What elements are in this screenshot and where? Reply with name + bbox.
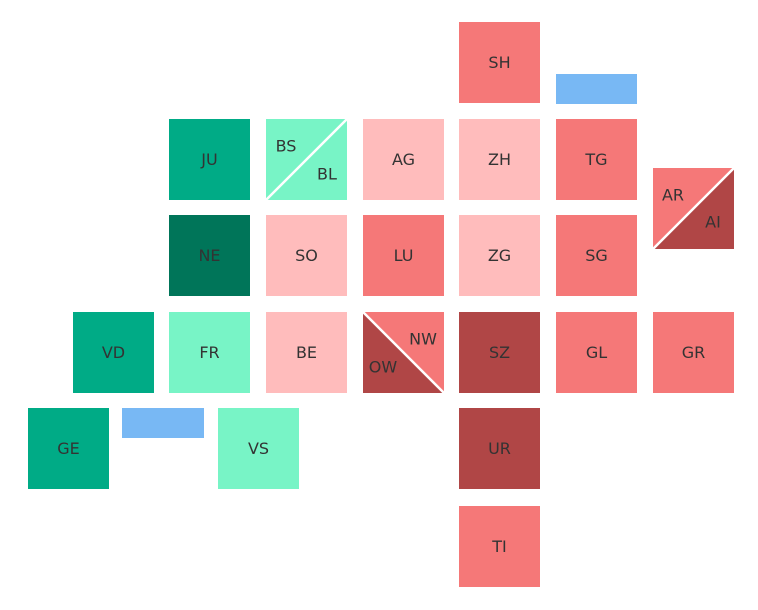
canton-label: OW — [369, 358, 398, 377]
canton-label: SH — [488, 53, 510, 72]
canton-label: LU — [394, 246, 414, 265]
lake-shape-1 — [556, 74, 637, 104]
canton-tile-be[interactable]: BE — [266, 312, 347, 393]
canton-tile-shape — [73, 312, 154, 393]
canton-tile-shape — [363, 215, 444, 296]
canton-label: TG — [584, 150, 607, 169]
canton-label: FR — [199, 343, 219, 362]
canton-tile-shape — [459, 215, 540, 296]
canton-label: GE — [57, 439, 80, 458]
canton-tile-zh[interactable]: ZH — [459, 119, 540, 200]
canton-label: ZH — [488, 150, 511, 169]
canton-tile-shape — [266, 215, 347, 296]
canton-tile-shape — [218, 408, 299, 489]
canton-label: GL — [586, 343, 607, 362]
split-divider — [265, 118, 348, 201]
canton-tile-ge[interactable]: GE — [28, 408, 109, 489]
canton-tile-shape — [556, 312, 637, 393]
canton-tile-so[interactable]: SO — [266, 215, 347, 296]
canton-tile-zg[interactable]: ZG — [459, 215, 540, 296]
canton-tile-shape — [459, 408, 540, 489]
canton-tile-shape — [169, 119, 250, 200]
canton-tile-shape — [169, 215, 250, 296]
split-tile-bs-bl[interactable]: BS BL — [265, 118, 348, 201]
canton-tile-shape — [556, 215, 637, 296]
canton-tile-ne[interactable]: NE — [169, 215, 250, 296]
split-tile-nw-ow[interactable]: NW OW — [362, 311, 445, 394]
canton-label: ZG — [488, 246, 511, 265]
canton-label: BL — [317, 165, 337, 184]
canton-label: JU — [200, 150, 217, 169]
split-divider — [362, 311, 445, 394]
lake-shape-2 — [122, 408, 204, 438]
split-tile-ar-ai[interactable]: AR AI — [652, 167, 735, 250]
canton-tile-sg[interactable]: SG — [556, 215, 637, 296]
canton-tile-gr[interactable]: GR — [653, 312, 734, 393]
canton-tile-ag[interactable]: AG — [363, 119, 444, 200]
canton-tile-vs[interactable]: VS — [218, 408, 299, 489]
canton-tile-tg[interactable]: TG — [556, 119, 637, 200]
canton-tile-lu[interactable]: LU — [363, 215, 444, 296]
canton-tile-shape — [459, 312, 540, 393]
canton-label: AI — [705, 213, 721, 232]
canton-tile-fr[interactable]: FR — [169, 312, 250, 393]
split-divider — [652, 167, 735, 250]
canton-tile-vd[interactable]: VD — [73, 312, 154, 393]
canton-label: SG — [585, 246, 608, 265]
canton-label: AR — [662, 186, 684, 205]
canton-tile-shape — [459, 506, 540, 587]
canton-label: BS — [276, 137, 297, 156]
canton-label: SZ — [489, 343, 510, 362]
canton-tile-shape — [459, 119, 540, 200]
canton-label: GR — [682, 343, 706, 362]
canton-tile-shape — [28, 408, 109, 489]
canton-label: BE — [296, 343, 317, 362]
canton-label: VD — [102, 343, 125, 362]
canton-tile-sh[interactable]: SH — [459, 22, 540, 103]
canton-label: AG — [392, 150, 415, 169]
canton-label: VS — [248, 439, 269, 458]
canton-tile-sz[interactable]: SZ — [459, 312, 540, 393]
canton-tile-shape — [556, 119, 637, 200]
canton-tile-ju[interactable]: JU — [169, 119, 250, 200]
canton-tile-gl[interactable]: GL — [556, 312, 637, 393]
canton-tile-shape — [459, 22, 540, 103]
canton-tile-ur[interactable]: UR — [459, 408, 540, 489]
canton-label: TI — [491, 537, 507, 556]
canton-label: SO — [295, 246, 318, 265]
canton-tile-shape — [653, 312, 734, 393]
canton-tile-shape — [363, 119, 444, 200]
canton-label: NW — [409, 330, 437, 349]
canton-tile-shape — [169, 312, 250, 393]
canton-tile-shape — [266, 312, 347, 393]
canton-label: NE — [198, 246, 220, 265]
canton-label: UR — [488, 439, 511, 458]
canton-tile-ti[interactable]: TI — [459, 506, 540, 587]
